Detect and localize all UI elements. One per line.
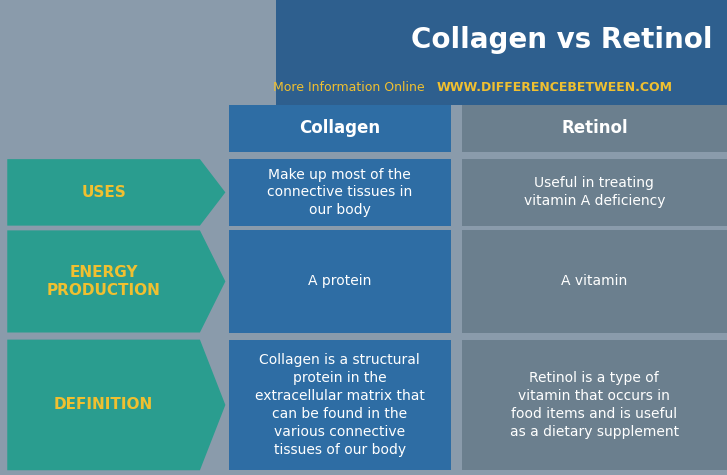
FancyBboxPatch shape: [229, 340, 451, 470]
Text: A vitamin: A vitamin: [561, 275, 627, 288]
Text: Useful in treating
vitamin A deficiency: Useful in treating vitamin A deficiency: [523, 176, 665, 209]
FancyBboxPatch shape: [462, 340, 727, 470]
FancyBboxPatch shape: [462, 159, 727, 226]
FancyBboxPatch shape: [276, 0, 727, 104]
Text: Retinol is a type of
vitamin that occurs in
food items and is useful
as a dietar: Retinol is a type of vitamin that occurs…: [510, 371, 679, 439]
Text: Make up most of the
connective tissues in
our body: Make up most of the connective tissues i…: [268, 168, 412, 217]
Text: A protein: A protein: [308, 275, 371, 288]
Polygon shape: [7, 230, 225, 332]
Polygon shape: [7, 159, 225, 226]
FancyBboxPatch shape: [229, 104, 451, 152]
Polygon shape: [7, 340, 225, 470]
FancyBboxPatch shape: [462, 104, 727, 152]
FancyBboxPatch shape: [229, 159, 451, 226]
Text: Collagen: Collagen: [300, 119, 380, 137]
Text: Collagen is a structural
protein in the
extracellular matrix that
can be found i: Collagen is a structural protein in the …: [255, 353, 425, 456]
Text: ENERGY
PRODUCTION: ENERGY PRODUCTION: [47, 265, 161, 298]
Text: WWW.DIFFERENCEBETWEEN.COM: WWW.DIFFERENCEBETWEEN.COM: [436, 81, 672, 95]
Text: Collagen vs Retinol: Collagen vs Retinol: [411, 27, 712, 54]
Text: More Information Online: More Information Online: [273, 81, 433, 95]
Text: USES: USES: [81, 185, 126, 200]
Text: Retinol: Retinol: [561, 119, 627, 137]
FancyBboxPatch shape: [462, 230, 727, 332]
FancyBboxPatch shape: [229, 230, 451, 332]
Text: DEFINITION: DEFINITION: [54, 398, 153, 412]
